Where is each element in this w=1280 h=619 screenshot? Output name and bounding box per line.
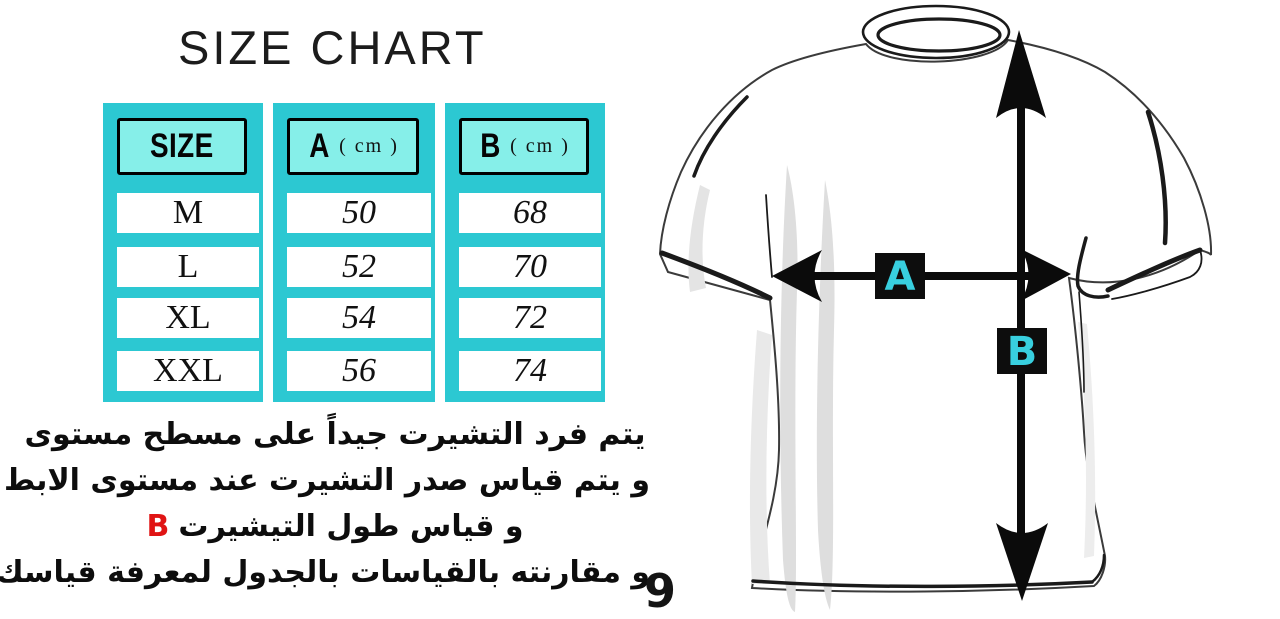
size-cell-m: M [117, 193, 259, 233]
a-header-label: A [309, 127, 330, 165]
tshirt-outline [658, 38, 1213, 593]
collar [861, 4, 1011, 60]
tshirt-measurement-diagram: A B 9 [644, 4, 1213, 618]
instruction-line-4: و مقارنته بالقياسات بالجدول لمعرفة قياسك… [0, 555, 650, 590]
b-value-xxl: 74 [459, 351, 601, 391]
table-column-a: A ( cm ) 50 52 54 56 [273, 103, 435, 402]
a-value-l: 52 [287, 247, 431, 287]
measurement-arrow-b [996, 30, 1048, 601]
b-header-unit: ( cm ) [510, 135, 570, 157]
b-value-l: 70 [459, 247, 601, 287]
measurement-b-marker: B [146, 509, 170, 544]
instruction-line-2-text: و يتم قياس صدر التشيرت عند مستوى الابط [3, 463, 650, 498]
a-column-header: A ( cm ) [287, 118, 419, 175]
b-value-xl: 72 [459, 298, 601, 338]
page-title: SIZE CHART [178, 21, 487, 74]
instruction-line-3-text: و قياس طول التيشيرت [178, 509, 524, 544]
instruction-line-1: يتم فرد التشيرت جيداً على مسطح مستوى [24, 417, 646, 452]
size-cell-xxl: XXL [117, 351, 259, 391]
instruction-line-3: و قياس طول التيشيرتB [20, 504, 650, 550]
size-cell-xl: XL [117, 298, 259, 338]
b-value-m: 68 [459, 193, 601, 233]
instruction-line-2: و يتم قياس صدر التشيرت عند مستوى الابطA [4, 458, 650, 504]
b-column-header: B ( cm ) [459, 118, 589, 175]
label-a-letter: A [885, 254, 916, 300]
measurement-label-a: A [875, 253, 925, 300]
a-value-m: 50 [287, 193, 431, 233]
size-column-header: SIZE [117, 118, 247, 175]
size-cell-l: L [117, 247, 259, 287]
a-header-unit: ( cm ) [339, 135, 399, 157]
label-b-letter: B [1007, 329, 1038, 375]
cropped-watermark-glyph: 9 [644, 564, 676, 618]
table-column-b: B ( cm ) 68 70 72 74 [445, 103, 605, 402]
measurement-label-b: B [997, 328, 1047, 375]
seam-lines [659, 95, 1203, 589]
size-header-label: SIZE [150, 127, 214, 165]
measuring-instructions: يتم فرد التشيرت جيداً على مسطح مستوى و ي… [0, 412, 650, 596]
size-table: SIZE M L XL XXL A ( cm ) 50 52 54 56 B (… [103, 103, 605, 402]
a-value-xl: 54 [287, 298, 431, 338]
table-column-size: SIZE M L XL XXL [103, 103, 263, 402]
b-header-label: B [480, 127, 501, 165]
a-value-xxl: 56 [287, 351, 431, 391]
